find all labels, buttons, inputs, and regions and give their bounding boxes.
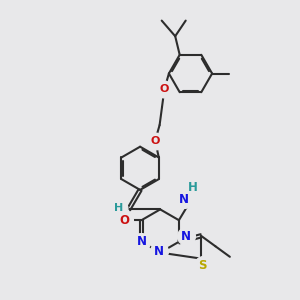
Text: N: N [181,230,190,243]
Text: O: O [150,136,160,146]
Text: O: O [160,84,169,94]
Text: S: S [198,259,207,272]
Text: N: N [154,244,164,258]
Text: H: H [115,203,124,213]
Text: O: O [119,214,129,227]
Text: N: N [136,235,146,248]
Text: N: N [179,193,189,206]
Text: H: H [188,181,198,194]
